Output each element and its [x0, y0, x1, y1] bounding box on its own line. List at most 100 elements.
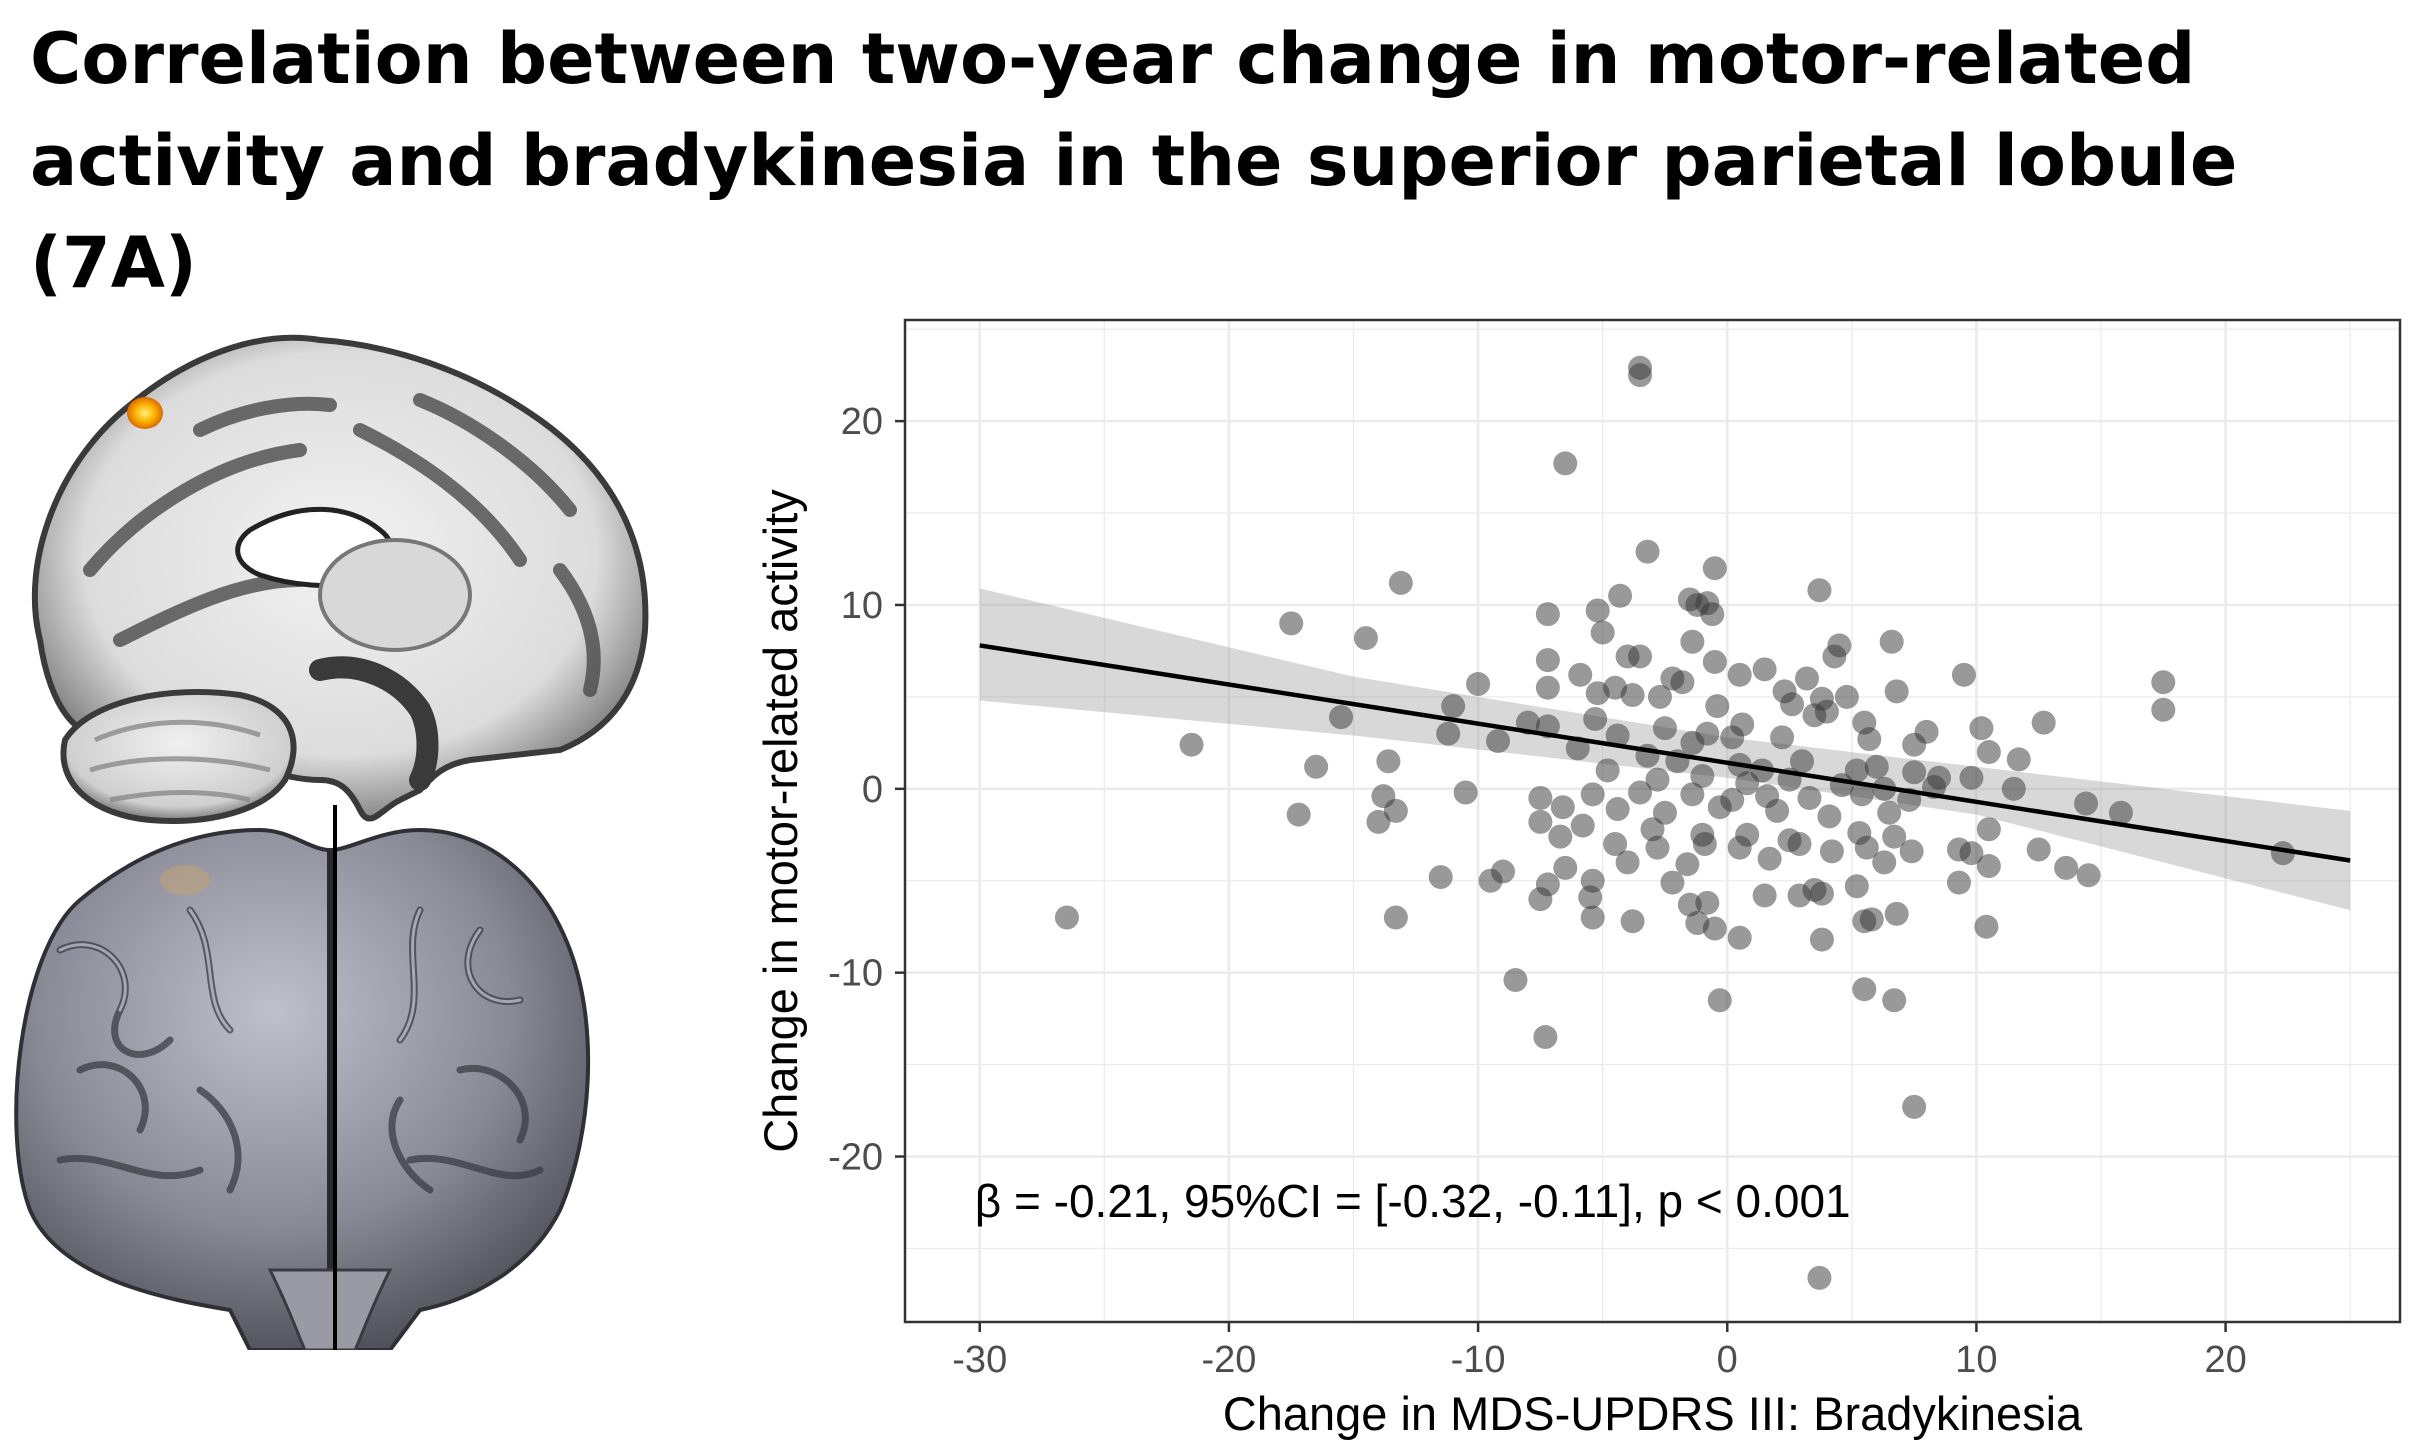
data-point: [1568, 662, 1593, 687]
data-point: [1780, 692, 1805, 717]
data-point: [1951, 662, 1976, 687]
data-point: [1790, 749, 1814, 774]
data-point: [1590, 620, 1615, 645]
data-point: [1388, 570, 1413, 595]
brain-illustration: [14, 334, 649, 1350]
data-point: [1735, 771, 1760, 796]
data-points: [1054, 355, 2295, 1290]
data-point: [1817, 804, 1842, 829]
data-point: [1692, 831, 1717, 856]
data-point: [1707, 988, 1732, 1013]
data-point: [1652, 716, 1677, 741]
y-axis-title: Change in motor-related activity: [754, 489, 807, 1153]
data-point: [1528, 887, 1553, 912]
data-point: [1884, 901, 1909, 926]
data-point: [1822, 644, 1847, 669]
data-point: [1787, 831, 1812, 856]
data-point: [1615, 850, 1640, 875]
data-point: [2074, 791, 2099, 816]
data-point: [1428, 865, 1453, 890]
data-point: [1286, 802, 1311, 827]
data-point: [1535, 675, 1560, 700]
data-point: [1882, 988, 1907, 1013]
data-point: [1859, 907, 1884, 932]
regression-line: [979, 643, 2351, 863]
data-point: [1680, 782, 1705, 807]
data-point: [1702, 649, 1727, 674]
rendered-brain: [14, 805, 591, 1350]
data-point: [1884, 679, 1909, 704]
data-point: [1620, 909, 1645, 934]
data-point: [1279, 611, 1304, 636]
data-point: [1329, 705, 1354, 730]
data-point: [1670, 670, 1695, 695]
data-point: [2151, 670, 2176, 695]
data-point: [1677, 892, 1702, 917]
data-point: [1727, 835, 1752, 860]
cerebellum-slice: [60, 689, 297, 824]
data-point: [1705, 694, 1730, 719]
data-point: [1690, 763, 1715, 788]
data-point: [1959, 841, 1984, 866]
data-point: [1652, 800, 1677, 825]
data-point: [1969, 716, 1994, 741]
y-tick-label: -20: [828, 1137, 883, 1179]
data-point: [1852, 977, 1877, 1002]
data-point: [1353, 626, 1378, 651]
data-point: [1707, 795, 1732, 820]
data-point: [1383, 798, 1408, 823]
data-point: [1974, 914, 1999, 939]
data-point: [1700, 602, 1725, 627]
data-point: [1727, 662, 1752, 687]
data-point: [1605, 797, 1630, 822]
tick-marks: [895, 419, 2227, 1332]
data-point: [1702, 556, 1727, 581]
data-point: [1304, 754, 1329, 779]
data-point: [1645, 835, 1670, 860]
y-tick-label: 0: [862, 769, 883, 811]
data-point: [1959, 765, 1984, 790]
data-point: [1535, 602, 1560, 627]
x-axis-title: Change in MDS-UPDRS III: Bradykinesia: [1223, 1387, 2083, 1440]
x-tick-label: 10: [1955, 1339, 1997, 1381]
data-point: [1797, 786, 1822, 811]
x-tick-label: -30: [952, 1339, 1007, 1381]
data-point: [1645, 767, 1670, 792]
data-point: [1608, 583, 1633, 608]
data-point: [1902, 760, 1927, 785]
data-point: [1807, 1265, 1832, 1290]
data-point: [1486, 729, 1511, 754]
data-point: [1680, 629, 1705, 654]
fit-line-group: [979, 643, 2351, 863]
data-point: [1946, 870, 1971, 895]
data-point: [1635, 539, 1660, 564]
data-point: [1553, 855, 1578, 880]
data-point: [1879, 629, 1904, 654]
data-point: [1752, 657, 1777, 682]
data-point: [1553, 451, 1578, 476]
data-point: [1976, 817, 2001, 842]
data-point: [1976, 854, 2001, 879]
data-point: [1882, 824, 1907, 849]
data-point: [1603, 831, 1628, 856]
y-tick-label: 20: [841, 401, 883, 443]
data-point: [1844, 758, 1869, 783]
data-point: [1366, 809, 1391, 834]
x-tick-label: 20: [2204, 1339, 2246, 1381]
data-point: [1628, 780, 1653, 805]
data-point: [1902, 1094, 1927, 1119]
data-point: [2026, 837, 2051, 862]
data-point: [1854, 835, 1879, 860]
data-point: [1872, 850, 1897, 875]
data-point: [1770, 725, 1795, 750]
page-title: Correlation between two-year change in m…: [30, 18, 2238, 304]
data-point: [1720, 725, 1745, 750]
data-point: [1814, 699, 1839, 724]
data-point: [1809, 881, 1834, 906]
data-point: [1570, 813, 1595, 838]
data-point: [1628, 363, 1653, 388]
data-point: [1834, 684, 1859, 709]
data-point: [1466, 672, 1491, 697]
data-point: [1899, 839, 1924, 864]
data-point: [1528, 786, 1553, 811]
